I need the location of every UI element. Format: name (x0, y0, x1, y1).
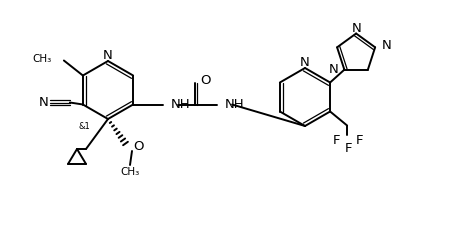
Text: CH₃: CH₃ (120, 167, 140, 177)
Text: NH: NH (170, 98, 190, 111)
Text: N: N (103, 49, 113, 62)
Text: O: O (133, 140, 144, 153)
Text: NH: NH (224, 98, 244, 111)
Text: O: O (201, 74, 211, 87)
Text: F: F (345, 142, 352, 155)
Text: CH₃: CH₃ (32, 54, 52, 63)
Text: &1: &1 (78, 121, 90, 130)
Text: F: F (356, 134, 363, 147)
Text: N: N (329, 63, 338, 76)
Text: N: N (382, 39, 392, 52)
Text: F: F (332, 134, 340, 147)
Text: N: N (39, 96, 49, 109)
Text: N: N (300, 56, 310, 69)
Text: N: N (352, 22, 362, 35)
